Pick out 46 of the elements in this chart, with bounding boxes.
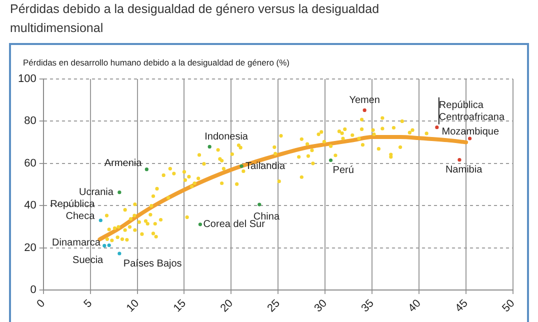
x-tick-label: 20 <box>218 297 236 315</box>
annotation: Yemen <box>349 94 380 106</box>
point <box>198 222 202 226</box>
point <box>362 108 366 112</box>
point <box>144 168 148 172</box>
annotation: Suecia <box>72 255 104 266</box>
x-tick-label: 10 <box>124 297 142 315</box>
y-tick-label: 40 <box>24 200 36 212</box>
x-tick-label: 15 <box>171 297 189 315</box>
y-tick-label: 20 <box>24 242 36 254</box>
annotation: Dinamarca <box>52 237 101 248</box>
point <box>118 252 122 256</box>
x-tick-label: 30 <box>312 297 330 315</box>
point <box>208 144 212 149</box>
annotation: Mozambique <box>442 126 500 138</box>
point <box>98 218 102 222</box>
annotation: Indonesia <box>204 131 248 142</box>
annotation: República Checa <box>50 199 96 222</box>
x-tick-label: 25 <box>265 297 282 315</box>
y-tick-label: 0 <box>30 284 36 296</box>
point <box>240 164 244 168</box>
point <box>107 243 111 248</box>
annotation: Namibia <box>445 164 483 176</box>
x-tick-label: 40 <box>406 297 424 315</box>
x-tick-label: 0 <box>34 297 48 310</box>
x-tick-label: 5 <box>82 297 95 310</box>
annotation: Perú <box>332 164 354 176</box>
annotation: Corea del Sur <box>203 219 266 230</box>
chart-title: Pérdidas debido a la desigualdad de género versus la desigualdad multidimensional <box>10 1 380 37</box>
x-tick-label: 50 <box>500 297 518 315</box>
y-axis-title: Pérdidas en desarrollo humano debido a la desigualdad de género (%) <box>23 58 290 68</box>
point <box>102 244 106 248</box>
point <box>118 190 122 194</box>
annotation: Tailandia <box>246 160 286 172</box>
y-tick-label: 100 <box>18 73 36 86</box>
point <box>328 158 333 162</box>
point <box>435 126 439 130</box>
annotation: Ucrania <box>78 187 114 198</box>
annotation: Países Bajos <box>123 258 182 270</box>
point <box>458 158 462 162</box>
y-tick-label: 80 <box>24 115 36 128</box>
x-tick-label: 45 <box>453 297 470 315</box>
y-tick-label: 60 <box>24 157 36 170</box>
annotation: Armenia <box>104 158 142 170</box>
x-tick-label: 35 <box>359 297 376 315</box>
point <box>258 202 262 206</box>
